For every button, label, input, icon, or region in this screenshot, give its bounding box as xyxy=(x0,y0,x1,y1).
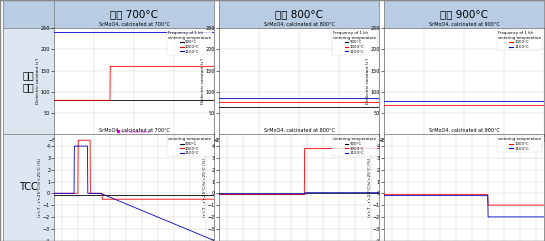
X-axis label: Testing temperature (°C): Testing temperature (°C) xyxy=(104,144,165,149)
Text: TCC: TCC xyxy=(19,182,38,192)
Y-axis label: Dielectric constant (ε'): Dielectric constant (ε') xyxy=(201,58,205,104)
Title: SrMoO4, calcinated at 700°C: SrMoO4, calcinated at 700°C xyxy=(99,22,169,27)
Title: SrMoO4, calcinated at 800°C: SrMoO4, calcinated at 800°C xyxy=(264,128,335,133)
Text: 하소 900°C: 하소 900°C xyxy=(440,9,488,19)
X-axis label: Testing temperature (°C): Testing temperature (°C) xyxy=(433,144,494,149)
Legend: 900°C, 1000°C, 1100°C: 900°C, 1000°C, 1100°C xyxy=(332,30,377,55)
Title: SrMoO4, calcinated at 700°C: SrMoO4, calcinated at 700°C xyxy=(99,128,169,133)
Title: SrMoO4, calcinated at 900°C: SrMoO4, calcinated at 900°C xyxy=(428,22,499,27)
Title: SrMoO4, calcinated at 800°C: SrMoO4, calcinated at 800°C xyxy=(264,22,335,27)
Title: SrMoO4, calcinated at 900°C: SrMoO4, calcinated at 900°C xyxy=(428,128,499,133)
Text: x = some value: x = some value xyxy=(122,130,150,134)
Legend: 900°C, 1000°C, 1100°C: 900°C, 1000°C, 1100°C xyxy=(332,136,377,156)
Y-axis label: (ε'r,T - ε'r,25°C)/ε'r,25°C (%): (ε'r,T - ε'r,25°C)/ε'r,25°C (%) xyxy=(368,158,372,217)
Y-axis label: Dielectric constant (ε'): Dielectric constant (ε') xyxy=(36,58,40,104)
Legend: 1000°C, 1100°C: 1000°C, 1100°C xyxy=(496,136,542,152)
Legend: 900°C, 1000°C, 1100°C: 900°C, 1000°C, 1100°C xyxy=(167,136,212,156)
Text: 하소 800°C: 하소 800°C xyxy=(275,9,323,19)
Legend: 900°C, 1000°C, 1100°C: 900°C, 1000°C, 1100°C xyxy=(167,30,212,55)
Y-axis label: (ε'r,T - ε'r,25°C)/ε'r,25°C (%): (ε'r,T - ε'r,25°C)/ε'r,25°C (%) xyxy=(38,158,43,217)
X-axis label: Testing temperature (°C): Testing temperature (°C) xyxy=(269,144,330,149)
Text: 하소 700°C: 하소 700°C xyxy=(110,9,158,19)
Text: 유전
상수: 유전 상수 xyxy=(22,70,34,92)
Y-axis label: Dielectric constant (ε'): Dielectric constant (ε') xyxy=(366,58,370,104)
Legend: 1000°C, 1100°C: 1000°C, 1100°C xyxy=(496,30,542,50)
Y-axis label: (ε'r,T - ε'r,25°C)/ε'r,25°C (%): (ε'r,T - ε'r,25°C)/ε'r,25°C (%) xyxy=(203,158,207,217)
